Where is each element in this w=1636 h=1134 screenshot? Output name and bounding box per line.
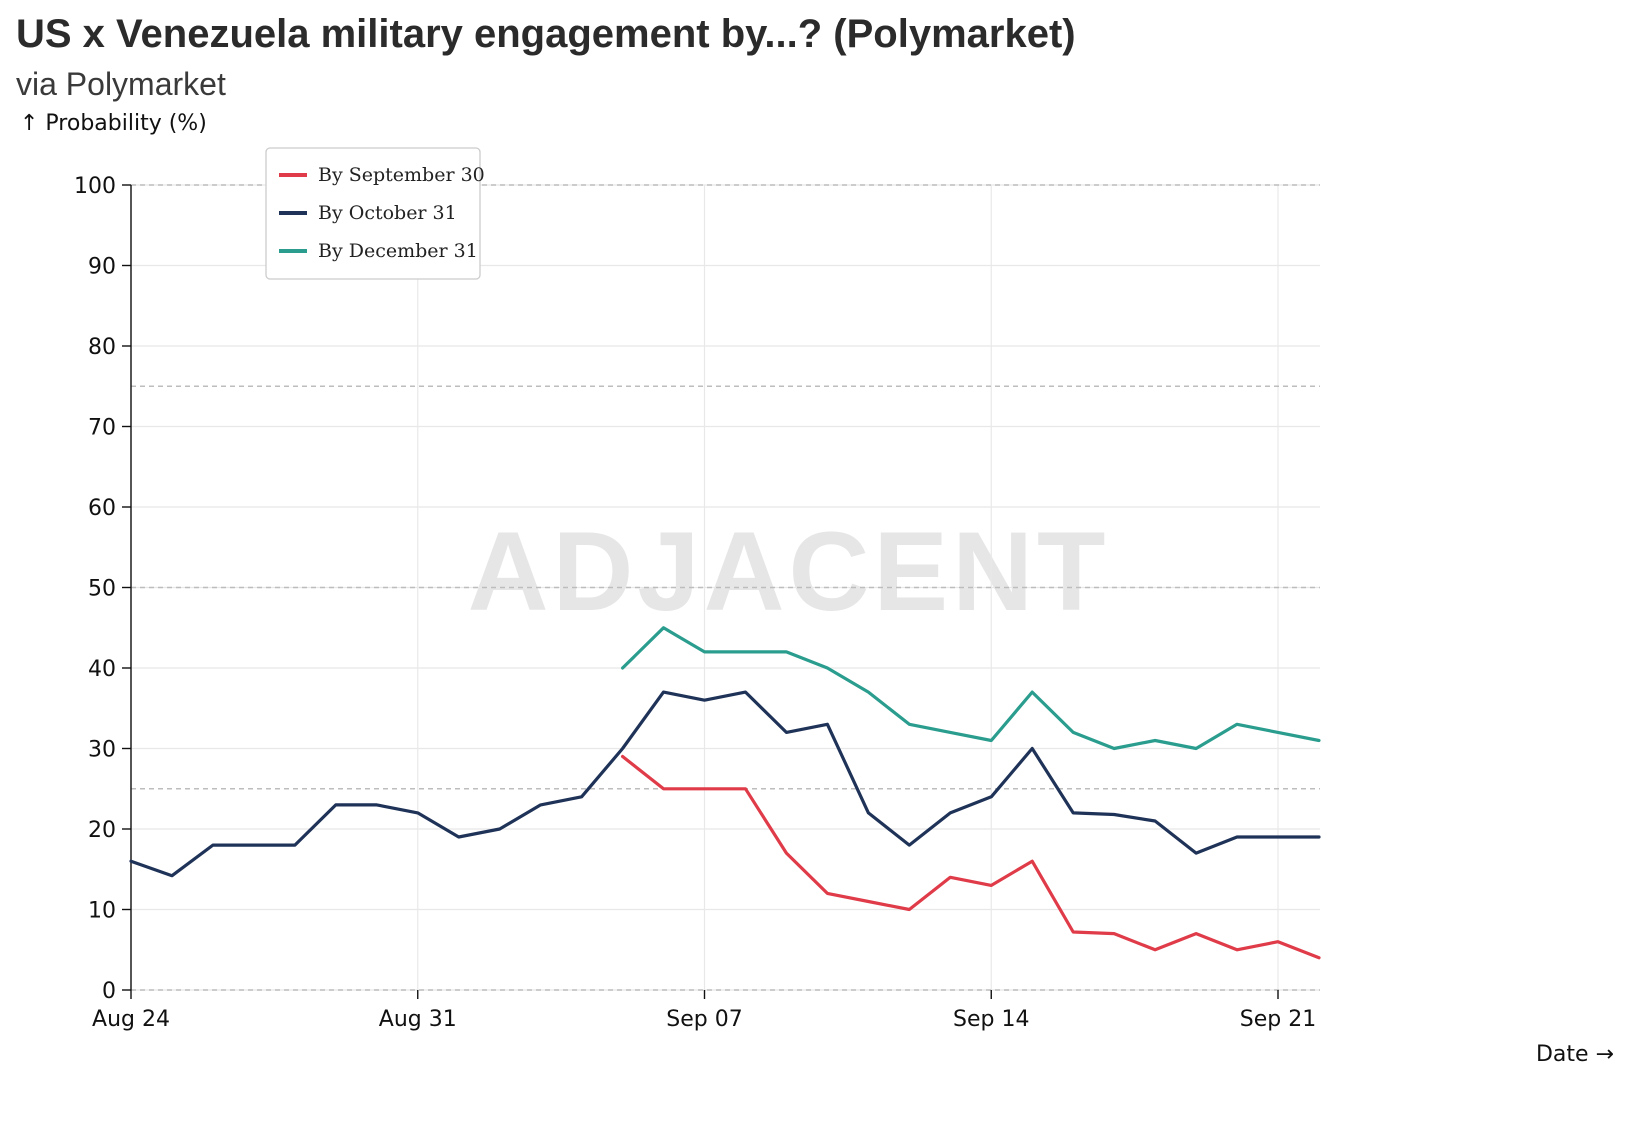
x-tick-label: Sep 07 (666, 1007, 742, 1032)
y-tick-label: 50 (88, 577, 116, 602)
x-axis-label: Date → (1536, 1042, 1614, 1067)
y-tick-label: 90 (88, 255, 116, 280)
y-axis-label: ↑ Probability (%) (20, 111, 207, 136)
y-tick-label: 0 (102, 979, 116, 1004)
grid-layer (130, 184, 1320, 991)
y-tick-label: 70 (88, 416, 116, 441)
legend-label: By October 31 (318, 202, 457, 224)
legend-box (265, 147, 481, 280)
series-line-3 (621, 626, 1321, 751)
chart-subtitle: via Polymarket (16, 66, 226, 102)
series-line-2 (129, 690, 1321, 878)
y-tick-label: 80 (88, 335, 116, 360)
x-tick-label: Aug 24 (92, 1007, 170, 1032)
legend: By September 30 By October 31 By December … (265, 147, 485, 280)
x-tick-label: Aug 31 (379, 1007, 457, 1032)
x-tick-label: Sep 14 (953, 1007, 1029, 1032)
y-tick-label: 60 (88, 496, 116, 521)
y-tick-label: 20 (88, 818, 116, 843)
y-tick-label: 10 (88, 899, 116, 924)
chart-title: US x Venezuela military engagement by...… (16, 12, 1076, 56)
series-layer (129, 626, 1321, 960)
y-tick-label: 30 (88, 738, 116, 763)
y-tick-label: 100 (74, 174, 116, 199)
series-line-1 (621, 754, 1321, 960)
y-tick-label: 40 (88, 657, 116, 682)
watermark-layer: ADJACENT (468, 509, 1110, 634)
legend-label: By September 30 (318, 164, 485, 186)
axis-layer: 0 10 20 30 40 50 60 70 80 90 100 Aug 24 Aug 31 Sep 07… (20, 111, 1614, 1067)
x-tick-label: Sep 21 (1240, 1007, 1316, 1032)
legend-label: By December 31 (318, 240, 478, 262)
watermark-text: ADJACENT (468, 509, 1110, 634)
